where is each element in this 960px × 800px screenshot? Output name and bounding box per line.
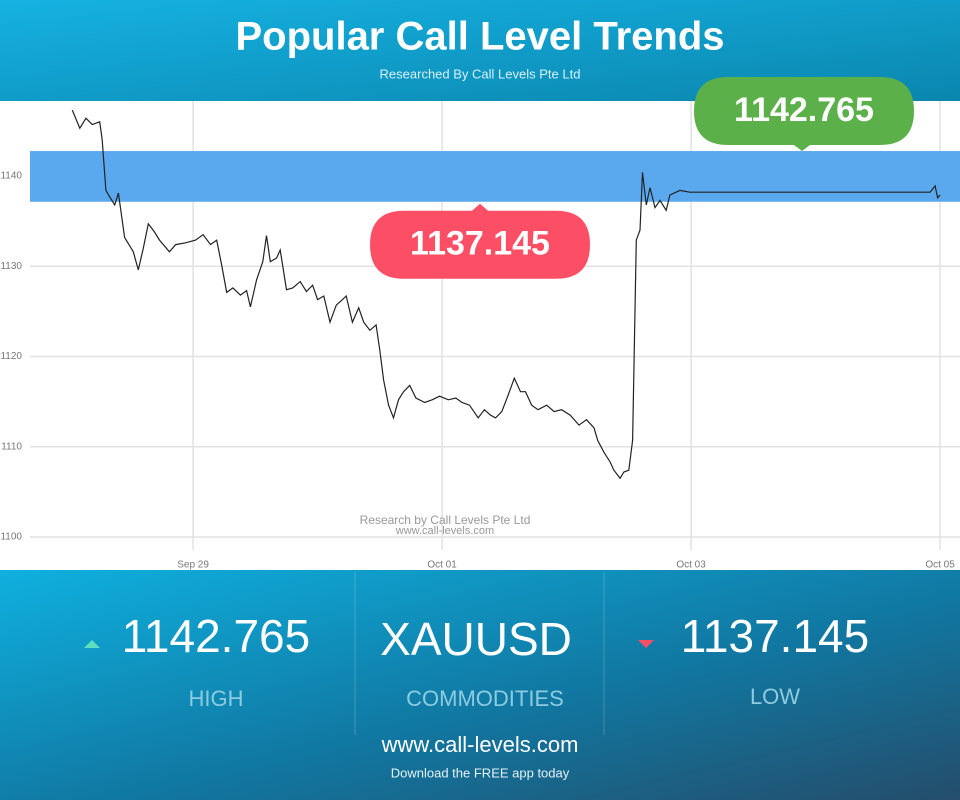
symbol: XAUUSD [380,613,572,665]
price-line [71,109,941,480]
low-callout [370,203,590,279]
x-tick-label: Oct 03 [676,560,706,571]
x-tick-label: Oct 01 [427,560,457,571]
down-arrow [638,640,654,648]
y-tick-label: 1140 [0,171,22,182]
watermark: www.call-levels.com [395,525,494,537]
chart: 1100 1110 1120 1130 1140 Sep 29 Oct 01 Oct 03 Oc… [0,77,960,571]
y-tick-label: 1100 [0,532,22,543]
y-tick-label: 1110 [1,441,22,452]
x-tick-label: Oct 05 [925,560,955,571]
y-tick-label: 1130 [0,261,22,272]
low-label: LOW [750,684,800,709]
x-tick-label: Sep 29 [177,560,209,571]
footer-tagline: Download the FREE app today [391,765,570,780]
high-callout [694,77,914,152]
high-callout-label: 1142.765 [734,91,874,129]
high-value: 1142.765 [122,610,310,662]
call-level-band [30,151,960,202]
title: Popular Call Level Trends [235,15,724,59]
low-value: 1137.145 [681,610,869,662]
high-label: HIGH [189,686,244,711]
footer-url: www.call-levels.com [381,732,579,757]
up-arrow [84,640,100,648]
low-callout-label: 1137.145 [410,225,550,263]
stats-bg [0,570,960,800]
category: COMMODITIES [406,686,564,711]
y-tick-label: 1120 [0,351,22,362]
watermark: Research by Call Levels Pte Ltd [360,513,531,527]
subtitle: Researched By Call Levels Pte Ltd [380,66,581,81]
